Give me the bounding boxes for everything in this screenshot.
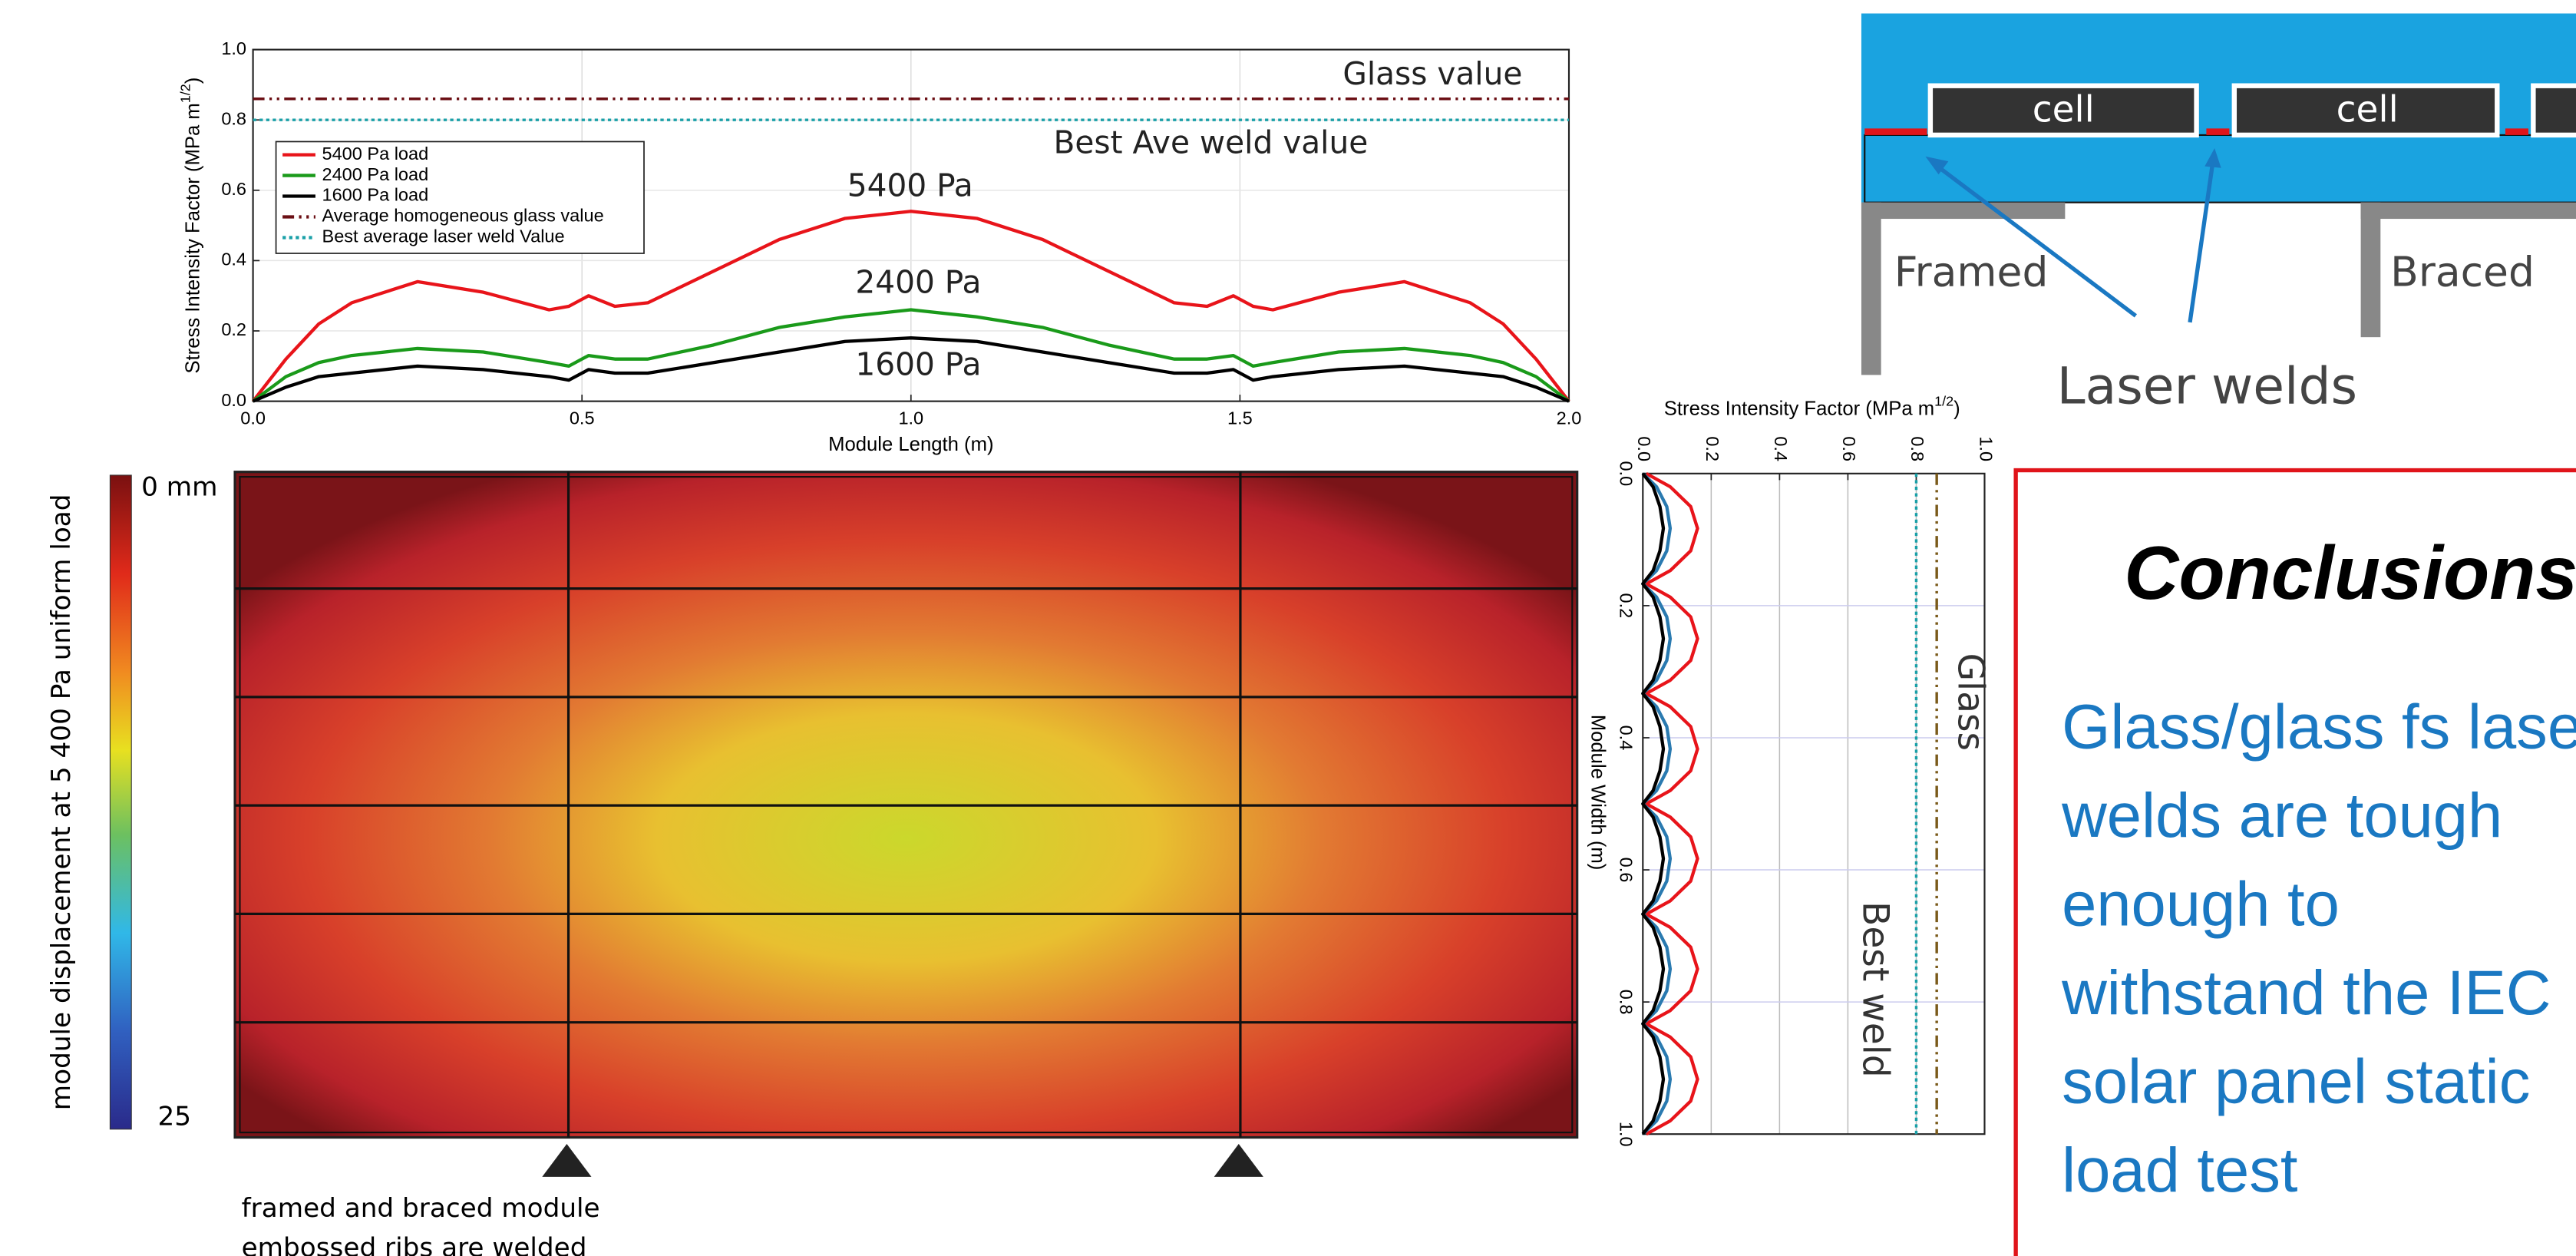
cell-label: cell	[2033, 88, 2095, 131]
y-tick-label: 0.6	[221, 179, 246, 199]
legend-label: Best average laser weld Value	[322, 226, 565, 246]
x-tick-label: 0.0	[1634, 436, 1654, 461]
y-tick-label: 0.8	[221, 108, 246, 128]
x-tick-label: 0.8	[1907, 436, 1927, 461]
conclusion-line: load test	[2062, 1135, 2297, 1205]
legend-label: 2400 Pa load	[322, 164, 429, 184]
caption: framed and braced module	[242, 1193, 600, 1224]
series-line	[252, 308, 1570, 403]
y-tick-label: 0.6	[1617, 858, 1636, 883]
axis-label: Module Length (m)	[828, 434, 993, 455]
conclusion-line: enough to	[2062, 869, 2340, 939]
glass-bottom	[1864, 134, 2576, 203]
conclusion-line: Glass/glass fs laser	[2062, 692, 2576, 762]
conclusion-box	[2013, 468, 2576, 1256]
axis-label-sup: 1/2	[177, 84, 193, 103]
caption: embossed ribs are welded	[242, 1233, 587, 1256]
annotation: Best Ave weld value	[1054, 124, 1369, 161]
plot-frame	[252, 48, 1570, 402]
axis-label-text: )	[182, 78, 203, 84]
annotation: Best weld	[1854, 901, 1896, 1078]
legend-label: Average homogeneous glass value	[322, 206, 604, 226]
y-tick-label: 1.0	[221, 38, 246, 58]
welds-label: Laser welds	[2057, 356, 2357, 416]
axis-label: Stress Intensity Factor (MPa m1/2)	[1664, 393, 1960, 419]
x-tick-label: 1.0	[898, 408, 923, 428]
x-tick-label: 1.0	[1976, 436, 1996, 461]
colorbar	[109, 474, 132, 1130]
annotation: Glass value	[1342, 55, 1522, 92]
legend-label: 5400 Pa load	[322, 144, 429, 164]
legend-label: 1600 Pa load	[322, 185, 429, 205]
axis-label-text: Stress Intensity Factor (MPa m	[1664, 398, 1934, 419]
axis-label: Stress Intensity Factor (MPa m1/2)	[177, 78, 203, 374]
legend-box	[275, 140, 645, 254]
series-line	[1644, 471, 1699, 1136]
cell	[2531, 83, 2576, 138]
axis-label-text: )	[1953, 398, 1960, 419]
y-tick-label: 0.0	[1617, 461, 1636, 486]
axis-label: Module Width (m)	[1587, 715, 1609, 871]
colorbar-bottom: 25	[157, 1101, 191, 1132]
annotation: 2400 Pa	[855, 264, 981, 301]
conclusion-title: Conclusions	[2124, 530, 2576, 615]
y-tick-label: 1.0	[1617, 1122, 1636, 1147]
diagram: cell cell Framed Braced Laser welds	[1861, 13, 2576, 416]
x-tick-label: 0.6	[1839, 436, 1859, 461]
cell	[1927, 83, 2199, 138]
cell-label: cell	[2337, 88, 2399, 131]
support-triangle	[542, 1144, 592, 1177]
axis-label-text: Stress Intensity Factor (MPa m	[182, 103, 203, 373]
conclusion-line: welds are tough	[2061, 781, 2502, 851]
support-triangle	[1214, 1144, 1263, 1177]
x-tick-label: 1.5	[1227, 408, 1253, 428]
braced-label: Braced	[2390, 247, 2535, 296]
colorbar-label: module displacement at 5 400 Pa uniform …	[46, 494, 77, 1111]
annotation: Glass	[1950, 653, 1992, 751]
x-tick-label: 0.0	[240, 408, 266, 428]
annotation: 1600 Pa	[855, 346, 981, 383]
series-line	[252, 336, 1570, 403]
conclusion-text: Glass/glass fs laser welds are tough enoug…	[2061, 692, 2576, 1205]
axis-label-sup: 1/2	[1934, 393, 1953, 408]
plot-frame	[1642, 472, 1986, 1135]
x-tick-label: 0.2	[1702, 436, 1722, 461]
x-tick-label: 2.0	[1557, 408, 1582, 428]
conclusion-line: solar panel static	[2062, 1047, 2530, 1117]
y-tick-label: 0.8	[1617, 990, 1636, 1015]
x-tick-label: 0.4	[1771, 436, 1791, 461]
conclusion-line: withstand the IEC	[2061, 958, 2551, 1028]
y-tick-label: 0.4	[221, 250, 246, 269]
framed-label: Framed	[1894, 247, 2049, 296]
series-line	[251, 210, 1570, 402]
y-tick-label: 0.2	[221, 319, 246, 339]
y-tick-label: 0.4	[1617, 726, 1636, 751]
y-tick-label: 0.2	[1617, 593, 1636, 619]
colorbar-top: 0 mm	[141, 472, 217, 503]
cell	[2231, 83, 2500, 138]
y-tick-label: 0.0	[221, 390, 246, 410]
series-line	[1641, 472, 1666, 1135]
annotation: 5400 Pa	[847, 167, 973, 203]
x-tick-label: 0.5	[570, 408, 595, 428]
rib-lines	[235, 471, 1577, 1138]
